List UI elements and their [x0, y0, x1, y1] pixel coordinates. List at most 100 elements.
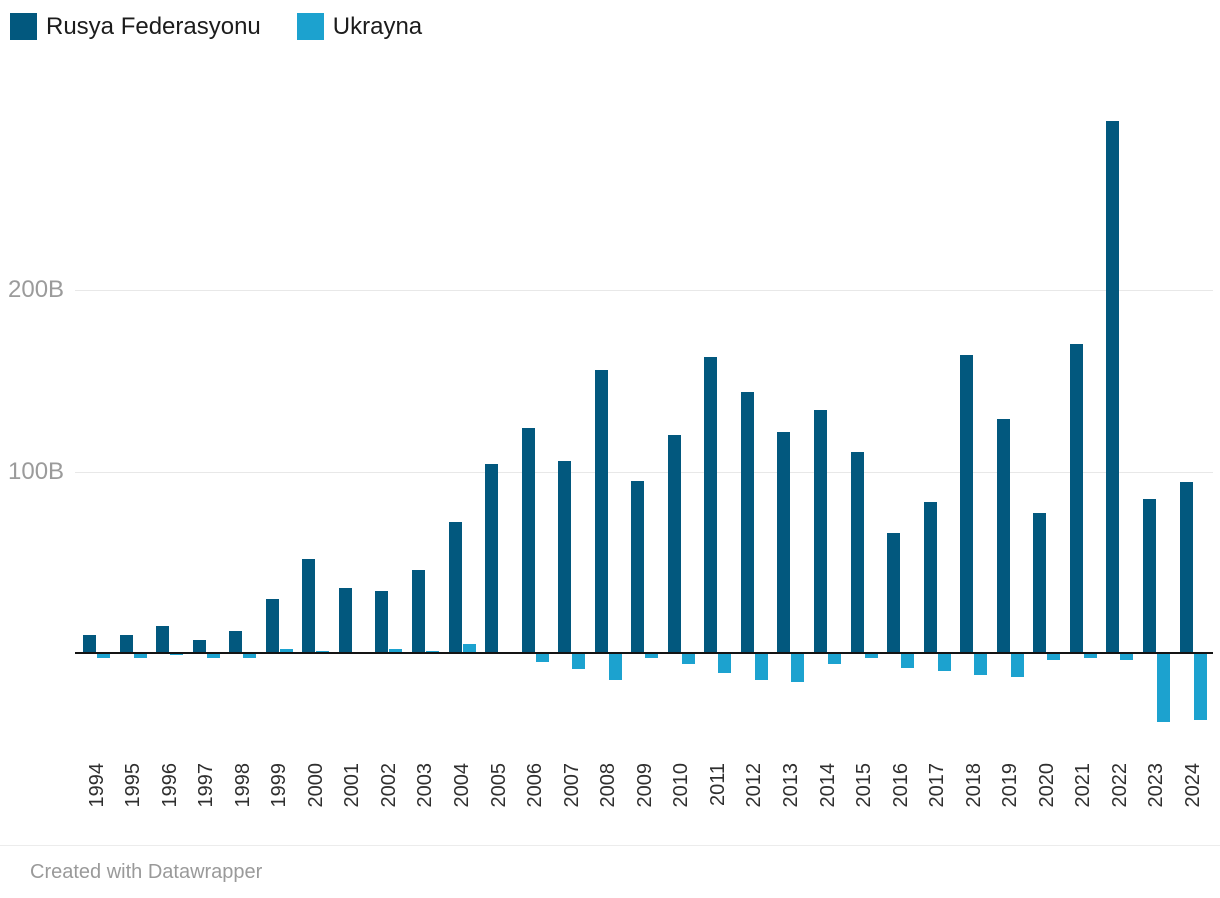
legend-item-ukrayna: Ukrayna [296, 13, 423, 40]
bar-rusya-1998[interactable] [229, 631, 243, 653]
gridline-200B [75, 290, 1213, 291]
bar-rusya-1997[interactable] [192, 640, 206, 653]
bar-rusya-2010[interactable] [667, 435, 681, 653]
bar-ukrayna-2011[interactable] [718, 653, 732, 673]
bar-rusya-2009[interactable] [631, 480, 645, 653]
x-axis-label-1997: 1997 [195, 763, 218, 808]
bar-rusya-2020[interactable] [1033, 513, 1047, 653]
bar-rusya-2001[interactable] [338, 587, 352, 653]
bar-rusya-2006[interactable] [521, 427, 535, 653]
bar-ukrayna-1999[interactable] [279, 649, 293, 653]
x-axis-label-1994: 1994 [85, 763, 108, 808]
bar-ukrayna-2013[interactable] [791, 653, 805, 682]
x-axis-label-2017: 2017 [926, 763, 949, 808]
bar-rusya-2007[interactable] [558, 460, 572, 653]
bar-ukrayna-2022[interactable] [1120, 653, 1134, 661]
x-axis-label-1999: 1999 [268, 763, 291, 808]
bar-rusya-1999[interactable] [265, 598, 279, 653]
bar-rusya-2021[interactable] [1069, 344, 1083, 653]
x-axis-label-2006: 2006 [524, 763, 547, 808]
bar-ukrayna-1994[interactable] [97, 653, 110, 659]
bar-rusya-2000[interactable] [302, 558, 316, 653]
datawrapper-credit-link[interactable]: Created with Datawrapper [30, 861, 263, 883]
x-axis-label-1996: 1996 [158, 763, 181, 808]
bar-ukrayna-2021[interactable] [1083, 653, 1097, 659]
bar-rusya-2004[interactable] [448, 522, 462, 653]
x-axis-label-2023: 2023 [1145, 763, 1168, 808]
x-axis-label-2011: 2011 [706, 763, 729, 807]
bar-ukrayna-2006[interactable] [535, 653, 549, 663]
bar-ukrayna-2019[interactable] [1010, 653, 1024, 677]
legend-label-rusya: Rusya Federasyonu [46, 13, 261, 40]
bar-ukrayna-2016[interactable] [901, 653, 915, 668]
bar-rusya-2019[interactable] [996, 418, 1010, 653]
gridline-100B [75, 472, 1213, 473]
bar-ukrayna-2004[interactable] [462, 643, 476, 653]
bar-ukrayna-1995[interactable] [133, 653, 147, 659]
zero-baseline [75, 652, 1213, 654]
bar-ukrayna-2024[interactable] [1193, 653, 1207, 721]
bar-rusya-2023[interactable] [1142, 498, 1156, 653]
legend: Rusya Federasyonu Ukrayna [10, 13, 422, 40]
bar-ukrayna-2002[interactable] [389, 649, 403, 653]
bar-rusya-2018[interactable] [960, 355, 974, 653]
legend-swatch-ukrayna-icon [296, 13, 324, 40]
x-axis-label-2004: 2004 [451, 763, 473, 808]
legend-item-rusya-federasyonu: Rusya Federasyonu [10, 13, 261, 40]
bar-ukrayna-2014[interactable] [828, 653, 841, 664]
bar-ukrayna-2010[interactable] [681, 653, 695, 664]
x-axis-label-2014: 2014 [816, 763, 839, 808]
bar-rusya-2002[interactable] [375, 591, 389, 653]
bar-rusya-2016[interactable] [887, 533, 901, 653]
bar-ukrayna-2020[interactable] [1047, 653, 1061, 661]
x-axis-label-2020: 2020 [1035, 763, 1058, 808]
bar-ukrayna-1998[interactable] [243, 653, 257, 659]
x-axis-label-2024: 2024 [1182, 763, 1204, 808]
x-axis-label-1998: 1998 [231, 763, 254, 808]
x-axis-label-2022: 2022 [1108, 763, 1131, 808]
bar-rusya-2024[interactable] [1179, 482, 1193, 653]
bar-rusya-1994[interactable] [83, 634, 96, 653]
bar-ukrayna-1997[interactable] [206, 653, 220, 659]
x-axis-label-2013: 2013 [779, 763, 802, 808]
x-axis-label-2010: 2010 [670, 763, 693, 808]
bar-rusya-2013[interactable] [777, 431, 791, 653]
bar-rusya-2015[interactable] [850, 451, 864, 653]
x-axis-label-1995: 1995 [122, 763, 145, 808]
legend-label-ukrayna: Ukrayna [332, 13, 423, 40]
bar-rusya-2011[interactable] [704, 357, 718, 653]
x-axis-label-2009: 2009 [633, 763, 656, 808]
y-axis-label-100B: 100B [8, 458, 65, 485]
bar-rusya-1995[interactable] [119, 634, 133, 653]
bar-ukrayna-2015[interactable] [864, 653, 878, 659]
x-axis-label-2021: 2021 [1072, 763, 1095, 808]
x-axis-label-2003: 2003 [414, 763, 437, 808]
bar-ukrayna-2007[interactable] [572, 653, 586, 670]
footer-divider [0, 845, 1220, 846]
y-axis-label-200B: 200B [8, 276, 65, 303]
x-axis-label-2015: 2015 [853, 763, 875, 808]
bar-ukrayna-2018[interactable] [974, 653, 988, 675]
legend-swatch-rusya-icon [10, 13, 37, 40]
bar-ukrayna-2009[interactable] [645, 653, 659, 659]
x-axis-label-2012: 2012 [743, 763, 766, 808]
x-axis-label-2016: 2016 [889, 763, 912, 808]
x-axis-label-2000: 2000 [304, 763, 327, 808]
bar-rusya-1996[interactable] [156, 625, 170, 653]
bar-rusya-2012[interactable] [740, 391, 754, 653]
bar-rusya-2003[interactable] [411, 569, 425, 653]
x-axis-label-2001: 2001 [341, 763, 364, 808]
bar-rusya-2005[interactable] [485, 464, 498, 653]
bar-rusya-2014[interactable] [814, 409, 827, 653]
x-axis-label-2005: 2005 [487, 763, 510, 808]
bar-ukrayna-2012[interactable] [754, 653, 768, 681]
bar-ukrayna-2017[interactable] [937, 653, 951, 672]
bar-ukrayna-2023[interactable] [1156, 653, 1170, 722]
bar-rusya-2022[interactable] [1106, 121, 1120, 653]
bar-ukrayna-2008[interactable] [608, 653, 622, 681]
bar-rusya-2008[interactable] [594, 369, 608, 653]
bar-rusya-2017[interactable] [923, 502, 937, 653]
x-axis-label-2019: 2019 [999, 763, 1022, 808]
